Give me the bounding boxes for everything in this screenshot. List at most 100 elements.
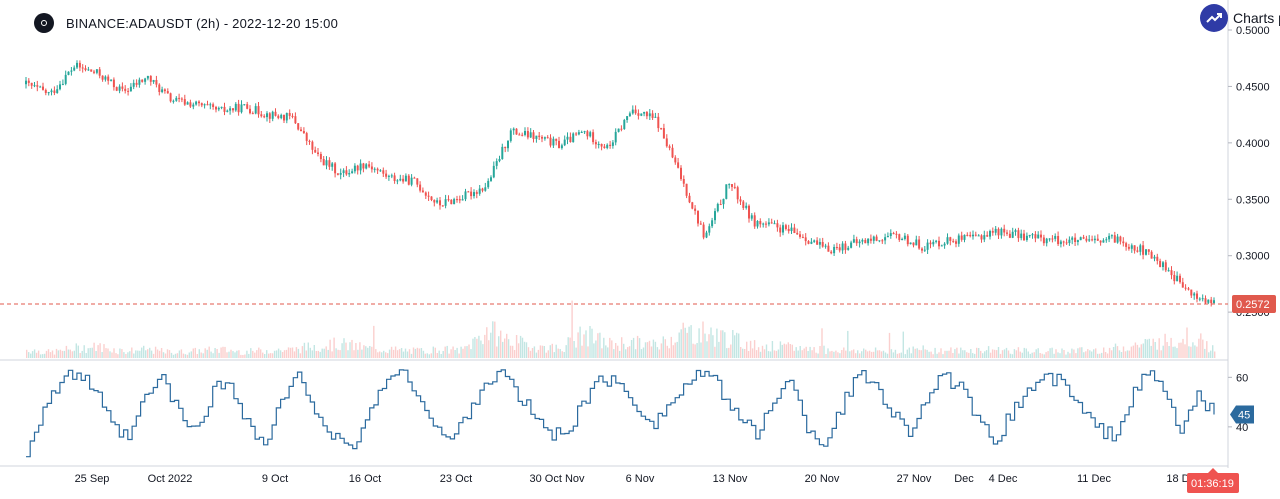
volume-bar <box>555 344 557 358</box>
candle-body <box>529 132 532 138</box>
candle-body <box>166 91 169 94</box>
candle-body <box>189 102 192 107</box>
volume-bar <box>492 321 494 358</box>
volume-bar <box>1106 353 1109 358</box>
brand[interactable]: Charts p <box>1200 4 1280 32</box>
volume-bar <box>926 349 928 358</box>
volume-bar <box>744 349 746 358</box>
volume-bar <box>1037 348 1039 358</box>
candle-body <box>606 144 609 148</box>
volume-bar <box>868 350 871 358</box>
volume-bar <box>412 347 415 358</box>
volume-bar <box>226 352 228 358</box>
volume-bar <box>916 348 918 358</box>
candle-body <box>810 241 813 244</box>
volume-bar <box>1204 348 1206 358</box>
volume-bar <box>1146 339 1148 358</box>
volume-bar <box>964 350 966 358</box>
volume-bar <box>545 352 547 358</box>
candle-body <box>997 228 1000 236</box>
volume-bar <box>1202 339 1204 358</box>
candle-body <box>518 134 521 136</box>
volume-bar <box>430 353 432 358</box>
candle-body <box>1074 237 1077 242</box>
volume-bar <box>214 348 216 358</box>
candle-body <box>793 227 796 233</box>
candle-body <box>382 170 385 174</box>
volume-bar <box>1110 350 1113 358</box>
candle-body <box>912 242 915 246</box>
volume-bar <box>632 337 635 358</box>
candle-body <box>234 103 237 111</box>
volume-bar <box>993 349 996 358</box>
volume-bar <box>1186 327 1188 358</box>
time-tick-label: 23 Oct <box>440 473 472 485</box>
candle-body <box>36 85 39 87</box>
volume-bars <box>26 300 1216 358</box>
candle-body <box>183 99 186 105</box>
candle-body <box>1040 234 1042 238</box>
candle-body <box>84 68 87 71</box>
volume-bar <box>506 333 508 358</box>
volume-bar <box>426 353 428 358</box>
volume-bar <box>952 353 954 358</box>
candle-body <box>756 221 759 227</box>
volume-bar <box>406 351 409 358</box>
volume-bar <box>1132 345 1135 358</box>
candle-body <box>487 180 490 188</box>
volume-bar <box>301 346 304 358</box>
candle-body <box>277 115 280 119</box>
volume-bar <box>710 327 712 358</box>
candle-body <box>702 224 705 238</box>
volume-bar <box>347 350 349 358</box>
candle-body <box>441 205 444 207</box>
candle-body <box>1045 238 1048 244</box>
volume-bar <box>73 350 75 358</box>
volume-bar <box>595 340 597 358</box>
volume-bar <box>577 332 579 358</box>
candle-body <box>507 140 509 149</box>
candle-body <box>95 69 98 73</box>
volume-bar <box>734 335 736 358</box>
candle-body <box>1110 235 1113 237</box>
volume-bar <box>985 350 988 358</box>
volume-bar <box>537 349 540 358</box>
volume-bar <box>367 347 369 358</box>
volume-bar <box>137 350 139 358</box>
volume-bar <box>989 352 992 358</box>
candle-body <box>158 84 161 92</box>
volume-bar <box>281 352 284 358</box>
candle-body <box>317 152 319 154</box>
volume-bar <box>1047 351 1049 358</box>
rsi-value-badge <box>1230 405 1254 424</box>
volume-bar <box>43 353 46 358</box>
candle-body <box>665 138 668 147</box>
candle-body <box>991 231 994 233</box>
candle-body <box>816 240 819 245</box>
volume-bar <box>634 349 637 358</box>
volume-bar <box>375 349 377 358</box>
settings-icon[interactable] <box>34 13 54 33</box>
volume-bar <box>936 353 938 358</box>
volume-bar <box>410 353 413 358</box>
volume-bar <box>434 347 436 358</box>
volume-bar <box>414 348 417 358</box>
volume-bar <box>1208 352 1210 358</box>
candle-body <box>1113 235 1116 243</box>
volume-bar <box>968 352 970 358</box>
candle-body <box>161 89 164 92</box>
volume-bar <box>908 347 910 358</box>
volume-bar <box>630 340 633 358</box>
candle-body <box>402 178 405 182</box>
volume-bar <box>857 350 859 358</box>
volume-bar <box>494 321 496 358</box>
volume-bar <box>613 349 615 358</box>
volume-bar <box>589 326 591 358</box>
candle-body <box>872 236 875 241</box>
candle-body <box>926 242 929 250</box>
candle-body <box>779 227 782 233</box>
rsi-tick-label: 40 <box>1236 422 1248 434</box>
candle-body <box>716 204 719 212</box>
volume-bar <box>585 330 587 358</box>
